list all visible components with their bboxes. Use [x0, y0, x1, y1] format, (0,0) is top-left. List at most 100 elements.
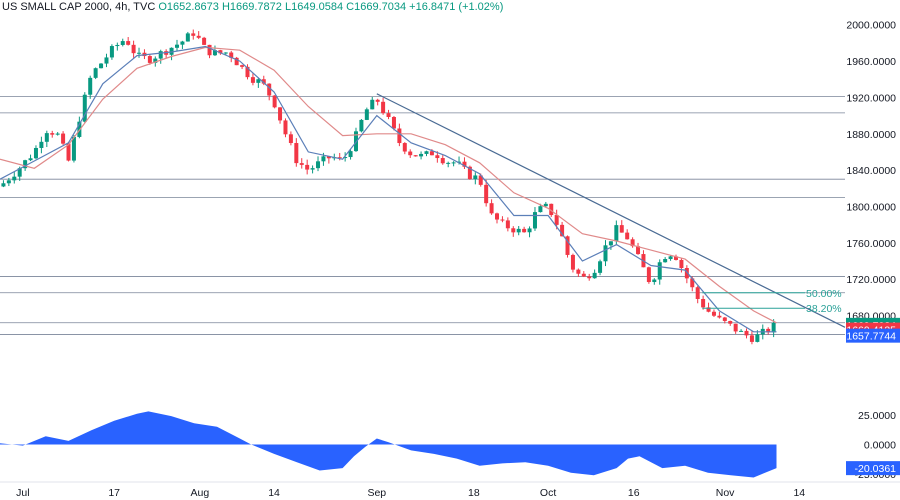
- candle-up: [256, 79, 261, 83]
- candle-down: [728, 320, 733, 324]
- change-value: +16.8471 (+1.02%): [409, 1, 504, 13]
- candle-up: [310, 168, 315, 170]
- candle-up: [516, 228, 521, 233]
- candle-down: [66, 143, 71, 161]
- candle-down: [701, 298, 706, 308]
- candle-up: [158, 51, 163, 59]
- candle-up: [538, 206, 543, 213]
- candle-down: [250, 77, 255, 83]
- candle-down: [636, 246, 641, 255]
- downtrend-line: [376, 93, 846, 328]
- candle-down: [766, 328, 771, 333]
- candle-up: [348, 151, 353, 158]
- candle-down: [549, 203, 554, 216]
- candle-down: [429, 151, 434, 156]
- candle-down: [478, 175, 483, 185]
- candle-up: [223, 52, 228, 54]
- candle-down: [511, 228, 516, 233]
- candle-up: [321, 156, 326, 162]
- price-axis-tick: 2000.0000: [846, 20, 896, 32]
- candle-up: [71, 136, 76, 161]
- candle-up: [93, 68, 98, 78]
- candle-up: [120, 41, 125, 45]
- candle-down: [722, 317, 727, 321]
- candle-down: [717, 315, 722, 318]
- candle-up: [359, 119, 364, 132]
- time-axis-tick: Jul: [16, 487, 29, 499]
- candle-down: [234, 57, 239, 66]
- candle-down: [522, 228, 527, 233]
- candle-down: [711, 311, 716, 316]
- candle-down: [625, 232, 630, 240]
- candle-up: [739, 330, 744, 332]
- candle-down: [397, 128, 402, 144]
- candle-down: [467, 166, 472, 180]
- candle-up: [473, 175, 478, 180]
- candle-up: [614, 225, 619, 242]
- candle-up: [343, 157, 348, 159]
- candle-down: [674, 256, 678, 260]
- candle-up: [652, 279, 657, 283]
- candle-up: [44, 133, 49, 142]
- candle-up: [771, 322, 776, 333]
- candle-up: [527, 228, 532, 233]
- oscillator-value-tag: -20.0361: [855, 463, 897, 475]
- candle-down: [402, 143, 407, 152]
- candle-up: [6, 180, 11, 184]
- candle-up: [115, 44, 120, 47]
- price-axis-tick: 1840.0000: [846, 165, 896, 177]
- price-axis-tick: 1800.0000: [846, 201, 896, 213]
- candle-down: [61, 133, 66, 144]
- candle-down: [706, 307, 711, 312]
- candle-down: [386, 113, 391, 117]
- candle-down: [218, 50, 223, 54]
- time-axis-tick: Nov: [716, 487, 735, 499]
- candle-up: [608, 241, 613, 246]
- candle-up: [451, 162, 456, 164]
- candle-up: [88, 77, 93, 95]
- candle-up: [543, 203, 548, 207]
- candle-down: [489, 203, 494, 214]
- oscillator-axis-tick: 0.0000: [864, 439, 896, 451]
- candle-up: [109, 46, 114, 58]
- candle-down: [391, 116, 396, 129]
- candle-up: [668, 256, 673, 260]
- candle-down: [50, 133, 55, 135]
- candle-down: [294, 143, 299, 164]
- candle-down: [261, 79, 266, 84]
- oscillator-value-tag-bg: [846, 461, 900, 476]
- candle-down: [381, 101, 386, 114]
- price-axis-tick: 1880.0000: [846, 129, 896, 141]
- candle-up: [153, 58, 158, 63]
- close-value: C1669.7034: [346, 1, 407, 13]
- candle-down: [554, 215, 559, 225]
- candle-up: [532, 212, 537, 229]
- time-axis-tick: 14: [793, 487, 805, 499]
- fibonacci-level-label: 50.00%: [806, 288, 842, 300]
- candle-up: [82, 94, 87, 122]
- candle-down: [278, 107, 283, 121]
- candle-up: [316, 161, 321, 169]
- candle-down: [440, 158, 445, 164]
- price-axis-tick: 1920.0000: [846, 92, 896, 104]
- candle-down: [570, 254, 575, 270]
- fast-moving-average-line: [0, 45, 777, 333]
- candle-down: [630, 239, 635, 247]
- candle-down: [462, 161, 467, 167]
- candle-down: [267, 83, 272, 96]
- candle-down: [495, 213, 500, 220]
- candle-down: [690, 278, 695, 288]
- candle-down: [749, 335, 754, 342]
- symbol-label: US SMALL CAP 2000, 4h, TVC: [2, 1, 156, 13]
- candle-down: [581, 273, 586, 277]
- candle-down: [375, 99, 380, 102]
- candle-down: [684, 268, 689, 279]
- candle-down: [576, 269, 581, 274]
- candle-up: [364, 109, 369, 120]
- candle-up: [174, 44, 179, 48]
- oscillator-area: [0, 411, 777, 478]
- candle-up: [663, 259, 668, 263]
- candle-down: [619, 225, 624, 233]
- time-axis-tick: Oct: [540, 487, 556, 499]
